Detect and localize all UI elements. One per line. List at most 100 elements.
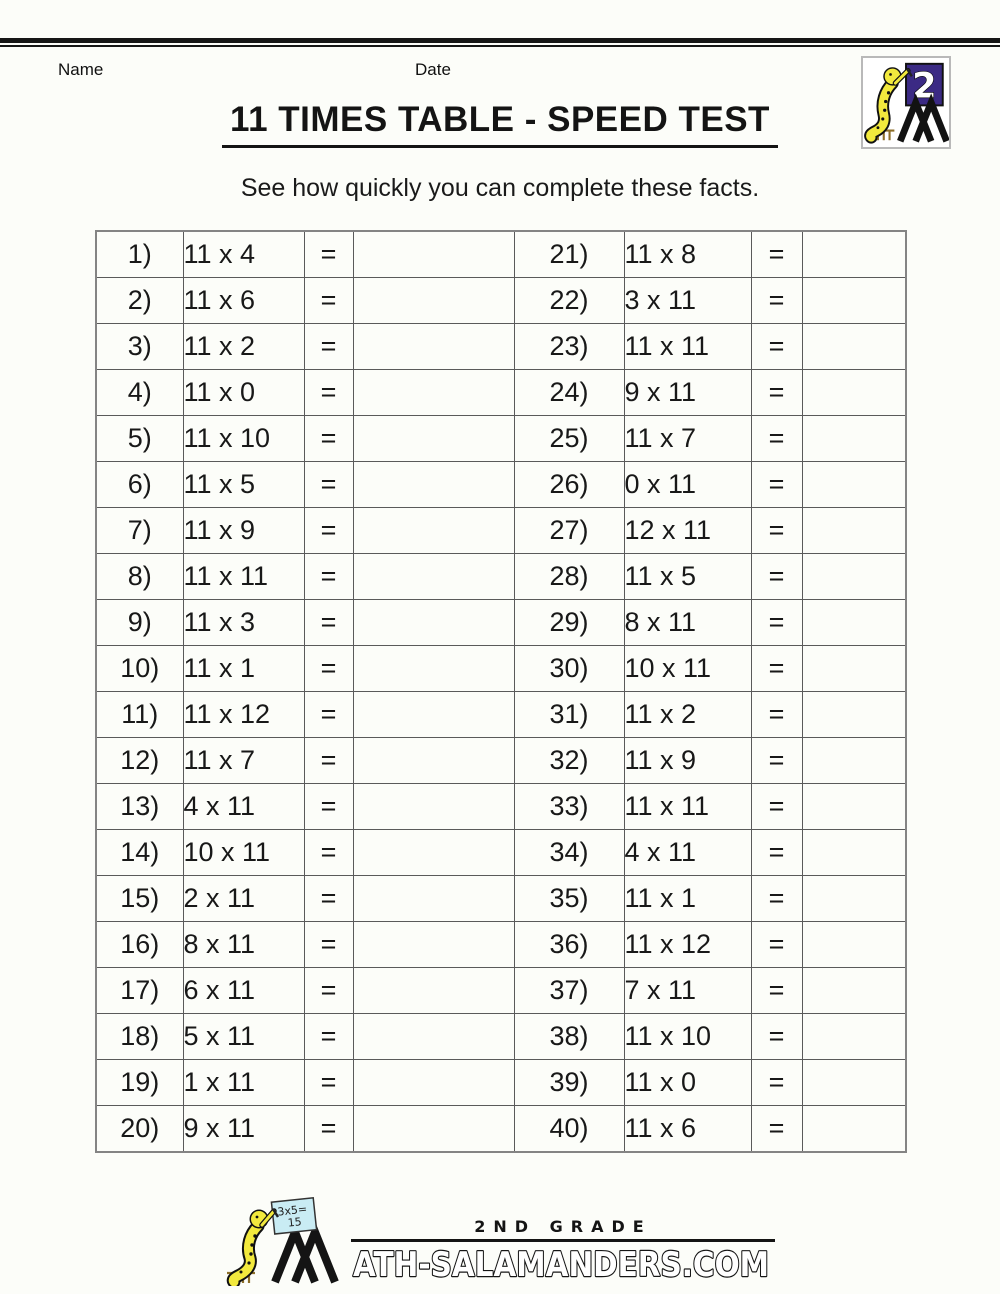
- problem-number-cell: 25): [513, 415, 625, 462]
- problem-number-cell: 6): [95, 461, 184, 508]
- problem-question-cell: 11 x 12: [623, 921, 752, 968]
- answer-cell[interactable]: [352, 507, 515, 554]
- problem-question-cell: 5 x 11: [182, 1013, 305, 1060]
- problem-question-cell: 0 x 11: [623, 461, 752, 508]
- problem-question-cell: 9 x 11: [182, 1105, 305, 1153]
- problem-number-cell: 11): [95, 691, 184, 738]
- equals-cell: =: [303, 323, 354, 370]
- answer-cell[interactable]: [801, 553, 907, 600]
- table-row: 12) 11 x 7 = 32) 11 x 9 =: [95, 737, 907, 784]
- answer-cell[interactable]: [801, 277, 907, 324]
- problem-question-cell: 11 x 6: [623, 1105, 752, 1153]
- salamander-icon: [864, 67, 913, 144]
- equals-cell: =: [303, 461, 354, 508]
- answer-cell[interactable]: [352, 1013, 515, 1060]
- problems-table-body: 1) 11 x 4 = 21) 11 x 8 = 2) 11 x 6 = 22) 3 x 11 = 3)…: [95, 230, 907, 1153]
- answer-cell[interactable]: [352, 323, 515, 370]
- answer-cell[interactable]: [801, 1013, 907, 1060]
- table-row: 9) 11 x 3 = 29) 8 x 11 =: [95, 599, 907, 646]
- m-glyph: [897, 93, 950, 143]
- answer-cell[interactable]: [801, 323, 907, 370]
- answer-cell[interactable]: [352, 691, 515, 738]
- answer-cell[interactable]: [801, 230, 907, 278]
- answer-cell[interactable]: [352, 829, 515, 876]
- equals-cell: =: [750, 737, 803, 784]
- table-row: 3) 11 x 2 = 23) 11 x 11 =: [95, 323, 907, 370]
- equals-cell: =: [750, 323, 803, 370]
- problem-number-cell: 26): [513, 461, 625, 508]
- problem-question-cell: 11 x 11: [623, 783, 752, 830]
- problem-number-cell: 16): [95, 921, 184, 968]
- answer-cell[interactable]: [801, 1105, 907, 1153]
- problem-question-cell: 12 x 11: [623, 507, 752, 554]
- answer-cell[interactable]: [352, 1105, 515, 1153]
- board-answer: 15: [287, 1215, 302, 1229]
- problem-number-cell: 31): [513, 691, 625, 738]
- problem-number-cell: 1): [95, 230, 184, 278]
- answer-cell[interactable]: [352, 967, 515, 1014]
- problem-question-cell: 11 x 12: [182, 691, 305, 738]
- answer-cell[interactable]: [352, 737, 515, 784]
- answer-cell[interactable]: [801, 875, 907, 922]
- problem-question-cell: 4 x 11: [182, 783, 305, 830]
- equals-cell: =: [750, 921, 803, 968]
- footer-grade-text: 2ND GRADE: [474, 1217, 652, 1236]
- equals-cell: =: [303, 1059, 354, 1106]
- problem-number-cell: 14): [95, 829, 184, 876]
- equals-cell: =: [303, 691, 354, 738]
- answer-cell[interactable]: [352, 369, 515, 416]
- table-row: 18) 5 x 11 = 38) 11 x 10 =: [95, 1013, 907, 1060]
- problem-number-cell: 19): [95, 1059, 184, 1106]
- answer-cell[interactable]: [352, 553, 515, 600]
- answer-cell[interactable]: [352, 875, 515, 922]
- answer-cell[interactable]: [352, 230, 515, 278]
- table-row: 14) 10 x 11 = 34) 4 x 11 =: [95, 829, 907, 876]
- m-glyph: [271, 1221, 339, 1284]
- answer-cell[interactable]: [801, 967, 907, 1014]
- problem-number-cell: 17): [95, 967, 184, 1014]
- answer-cell[interactable]: [801, 507, 907, 554]
- answer-cell[interactable]: [801, 829, 907, 876]
- site-name: ATH-SALAMANDERS.COM: [352, 1244, 770, 1284]
- answer-cell[interactable]: [801, 645, 907, 692]
- problem-question-cell: 11 x 9: [623, 737, 752, 784]
- answer-cell[interactable]: [801, 415, 907, 462]
- problem-question-cell: 11 x 6: [182, 277, 305, 324]
- problem-question-cell: 10 x 11: [623, 645, 752, 692]
- answer-cell[interactable]: [801, 1059, 907, 1106]
- equals-cell: =: [750, 507, 803, 554]
- equals-cell: =: [303, 875, 354, 922]
- answer-cell[interactable]: [801, 599, 907, 646]
- problems-table: 1) 11 x 4 = 21) 11 x 8 = 2) 11 x 6 = 22) 3 x 11 = 3)…: [95, 230, 907, 1153]
- problem-number-cell: 15): [95, 875, 184, 922]
- answer-cell[interactable]: [801, 783, 907, 830]
- equals-cell: =: [303, 230, 354, 278]
- equals-cell: =: [750, 1013, 803, 1060]
- table-row: 4) 11 x 0 = 24) 9 x 11 =: [95, 369, 907, 416]
- site-name-text: ATH-SALAMANDERS.COM: [353, 1245, 769, 1284]
- problem-number-cell: 40): [513, 1105, 625, 1153]
- problem-question-cell: 8 x 11: [182, 921, 305, 968]
- problem-question-cell: 10 x 11: [182, 829, 305, 876]
- answer-cell[interactable]: [801, 369, 907, 416]
- answer-cell[interactable]: [801, 691, 907, 738]
- problem-question-cell: 11 x 0: [623, 1059, 752, 1106]
- answer-cell[interactable]: [352, 599, 515, 646]
- answer-cell[interactable]: [352, 921, 515, 968]
- answer-cell[interactable]: [352, 783, 515, 830]
- answer-cell[interactable]: [801, 737, 907, 784]
- answer-cell[interactable]: [801, 921, 907, 968]
- answer-cell[interactable]: [352, 277, 515, 324]
- problem-question-cell: 11 x 0: [182, 369, 305, 416]
- equals-cell: =: [750, 783, 803, 830]
- problem-number-cell: 13): [95, 783, 184, 830]
- answer-cell[interactable]: [352, 461, 515, 508]
- answer-cell[interactable]: [352, 415, 515, 462]
- answer-cell[interactable]: [352, 645, 515, 692]
- equals-cell: =: [303, 507, 354, 554]
- date-label: Date: [415, 60, 451, 79]
- answer-cell[interactable]: [352, 1059, 515, 1106]
- board-equation: 3x5=: [277, 1203, 308, 1219]
- answer-cell[interactable]: [801, 461, 907, 508]
